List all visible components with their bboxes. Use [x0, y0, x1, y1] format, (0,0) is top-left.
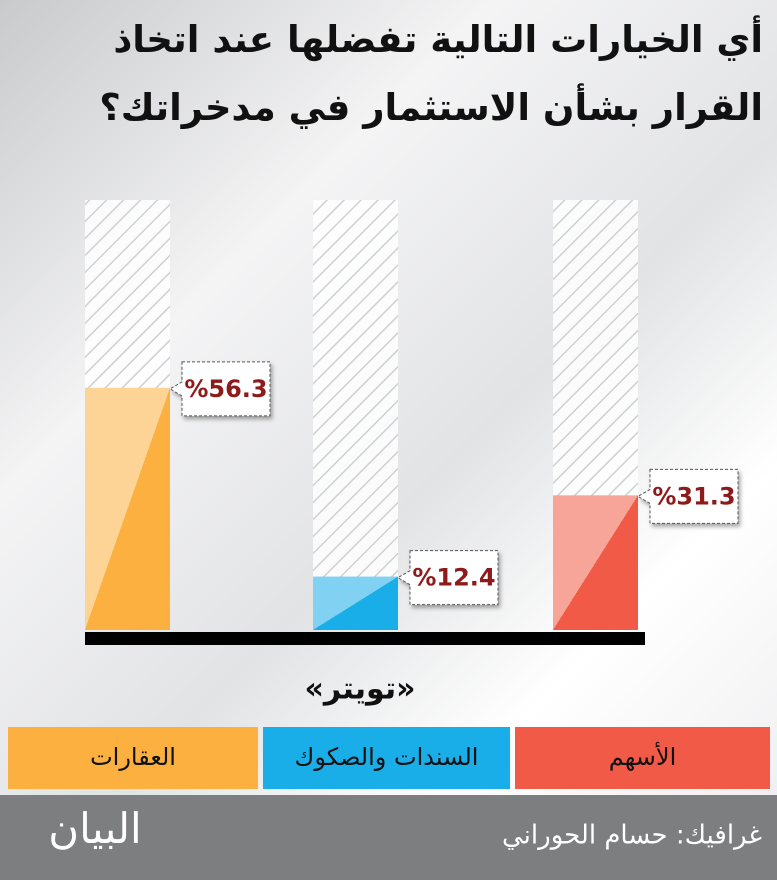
label-box: [169, 361, 271, 417]
bar-track: [313, 200, 398, 630]
legend-box: [515, 727, 770, 789]
title-line: القرار بشأن الاستثمار في مدخراتك؟: [99, 86, 763, 129]
value-label: %56.3: [184, 375, 267, 403]
logo: البيان: [48, 804, 141, 853]
legend-label: الأسهم: [609, 742, 677, 771]
legend-box: [8, 727, 258, 789]
label-box: [397, 550, 499, 606]
legend-box: [263, 727, 510, 789]
bar-shine: [313, 576, 398, 630]
label-box: [637, 468, 739, 524]
credit: غرافيك: حسام الحوراني: [502, 821, 762, 851]
baseline: [85, 632, 645, 645]
title-line: أي الخيارات التالية تفضلها عند اتخاذ: [113, 18, 763, 61]
value-label: %31.3: [652, 482, 735, 510]
source: «تويتر»: [304, 672, 415, 707]
footer: [0, 795, 777, 880]
bar-shine: [85, 387, 170, 630]
legend-label: السندات والصكوك: [295, 743, 479, 771]
value-label: %12.4: [412, 564, 495, 592]
bar-shine: [553, 495, 638, 630]
legend-label: العقارات: [90, 743, 176, 771]
